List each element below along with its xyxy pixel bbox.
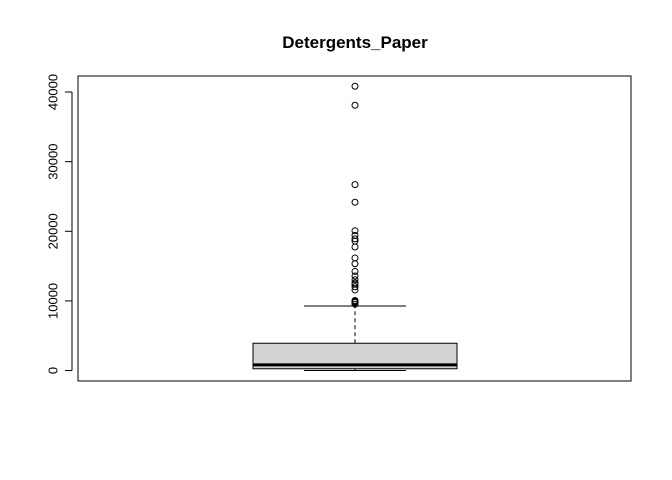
outlier-point: [351, 286, 359, 294]
y-tick-label: 40000: [45, 74, 60, 110]
outlier-point: [351, 260, 359, 268]
outlier-point: [351, 283, 359, 291]
outlier-point: [351, 276, 359, 284]
y-tick-label: 10000: [45, 283, 60, 319]
outlier-point: [351, 272, 359, 280]
y-tick-label: 0: [45, 367, 60, 374]
outlier-point: [351, 254, 359, 262]
outlier-point: [351, 235, 359, 243]
y-axis: 0 10000 20000 30000 40000: [45, 74, 73, 374]
outlier-point: [351, 267, 359, 275]
outlier-point: [351, 181, 359, 189]
box-group: [252, 305, 458, 372]
chart-title: Detergents_Paper: [282, 33, 428, 52]
outlier-point: [351, 227, 359, 235]
outlier-point: [351, 300, 359, 308]
outlier-point: [351, 198, 359, 206]
y-tick-label: 30000: [45, 144, 60, 180]
outlier-point: [351, 243, 359, 251]
outlier-point: [351, 101, 359, 109]
plot-frame: [77, 75, 632, 382]
y-tick-label: 20000: [45, 213, 60, 249]
outliers-group: [351, 82, 359, 308]
outlier-point: [351, 298, 359, 306]
outlier-point: [351, 82, 359, 90]
